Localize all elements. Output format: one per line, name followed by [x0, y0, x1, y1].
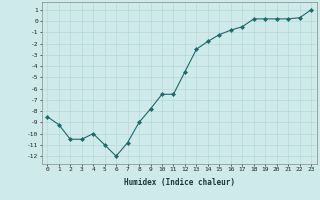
X-axis label: Humidex (Indice chaleur): Humidex (Indice chaleur)	[124, 178, 235, 187]
